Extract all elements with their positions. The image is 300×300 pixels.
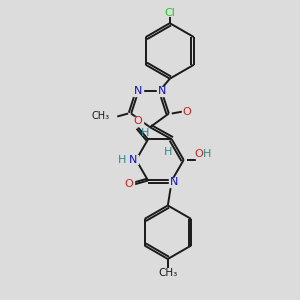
Bar: [196, 152, 206, 160]
Bar: [128, 155, 138, 164]
Text: O: O: [194, 149, 203, 159]
Text: O: O: [125, 179, 134, 190]
Text: N: N: [169, 178, 178, 188]
Text: N: N: [129, 155, 137, 165]
Text: N: N: [134, 86, 142, 96]
Text: H: H: [164, 147, 172, 157]
Text: CH₃: CH₃: [158, 268, 178, 278]
Text: CH₃: CH₃: [91, 110, 110, 121]
Bar: [157, 87, 166, 96]
Bar: [124, 180, 134, 189]
Bar: [133, 117, 143, 126]
Text: O: O: [134, 116, 142, 127]
Bar: [134, 87, 143, 96]
Text: Cl: Cl: [164, 8, 175, 18]
Text: H: H: [118, 155, 126, 165]
Bar: [182, 107, 192, 116]
Bar: [169, 178, 179, 187]
Text: H: H: [203, 149, 212, 159]
Text: H: H: [141, 128, 149, 138]
Text: N: N: [158, 86, 166, 96]
Text: O: O: [182, 106, 191, 116]
